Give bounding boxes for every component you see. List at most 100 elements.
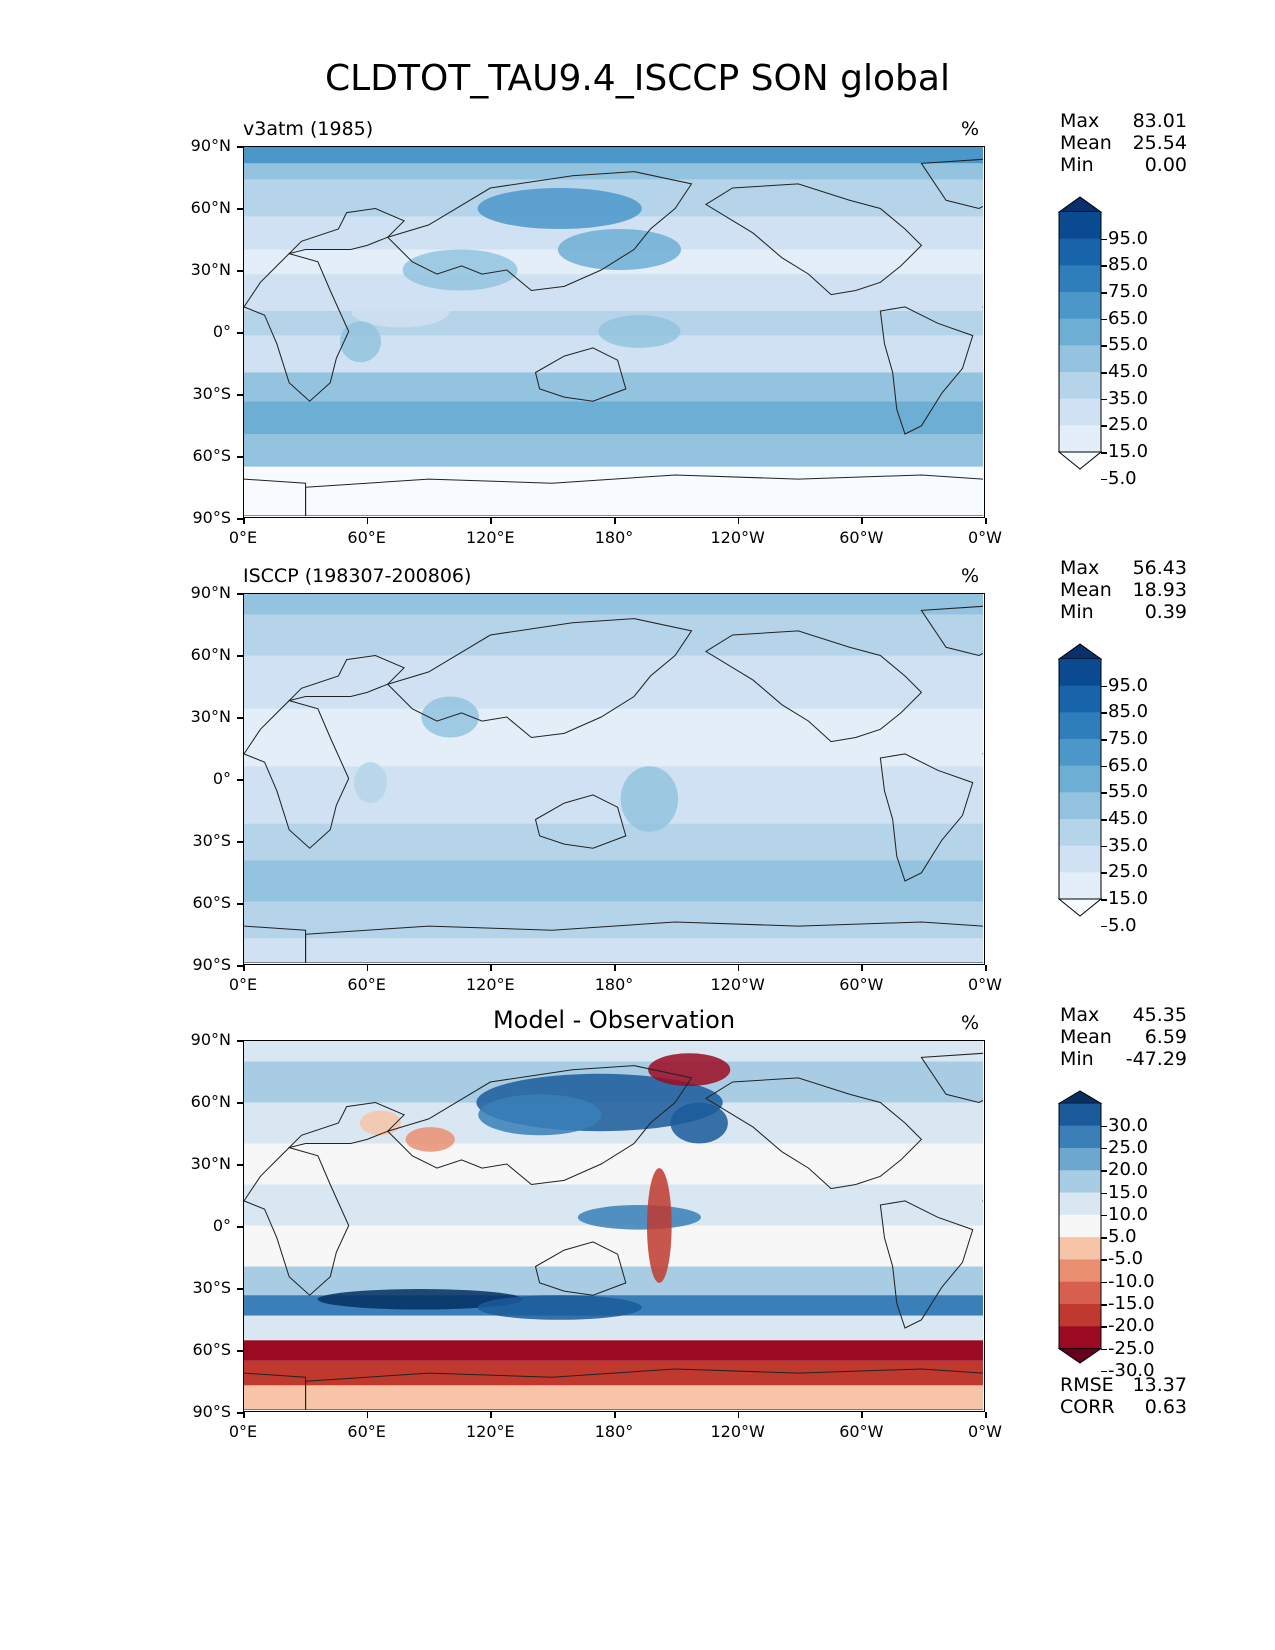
stat-row: Max 45.35 (1060, 1004, 1187, 1026)
stat-value: 83.01 (1132, 110, 1187, 132)
stat-value: 25.54 (1132, 132, 1187, 154)
stat-value: 0.63 (1144, 1396, 1187, 1418)
x-tick-mark (737, 965, 740, 971)
colorbar-tick (1101, 452, 1107, 454)
y-tick-label: 90°N (190, 583, 231, 602)
x-tick-mark (737, 518, 740, 524)
y-tick-label: 90°S (192, 508, 231, 527)
x-tick-label: 60°E (347, 975, 386, 994)
colorbar-tick-label: 65.0 (1108, 307, 1149, 329)
colorbar-tick-label: 30.0 (1108, 1114, 1149, 1136)
x-tick-label: 180° (594, 528, 634, 547)
stat-label: Min (1060, 1048, 1094, 1070)
colorbar (1058, 643, 1102, 917)
y-tick-label: 60°S (192, 446, 231, 465)
stat-row: Min -47.29 (1060, 1048, 1187, 1070)
colorbar-tick (1101, 1237, 1107, 1239)
colorbar-tick (1101, 819, 1107, 821)
x-tick-label: 120°E (466, 528, 515, 547)
colorbar-tick-label: 55.0 (1108, 334, 1149, 356)
colorbar-tick (1101, 765, 1107, 768)
stat-row: CORR 0.63 (1060, 1396, 1187, 1418)
x-tick-mark (985, 1412, 987, 1418)
colorbar-tick (1101, 1192, 1107, 1195)
y-tick-mark (237, 208, 243, 210)
stat-label: RMSE (1060, 1374, 1114, 1396)
colorbar-tick-label: 25.0 (1108, 414, 1149, 436)
x-tick-label: 60°E (347, 1422, 386, 1441)
y-tick-label: 90°N (190, 1030, 231, 1049)
x-tick-label: 0°W (968, 975, 1002, 994)
stat-label: Min (1060, 601, 1094, 623)
colorbar-tick (1101, 925, 1107, 928)
error-stats-box: RMSE 13.37 CORR 0.63 (1060, 1374, 1187, 1418)
colorbar-tick (1101, 845, 1107, 848)
colorbar-tick-label: 20.0 (1108, 1159, 1149, 1181)
x-tick-mark (985, 518, 987, 524)
colorbar-tick-label: 15.0 (1108, 888, 1149, 909)
stat-value: 6.59 (1144, 1026, 1187, 1048)
y-tick-mark (237, 146, 243, 148)
x-tick-label: 60°W (839, 975, 884, 994)
colorbar-tick-label: 45.0 (1108, 361, 1149, 382)
colorbar-tick-label: 85.0 (1108, 701, 1149, 723)
x-tick-label: 0°W (968, 1422, 1002, 1441)
y-tick-mark (237, 456, 243, 458)
map-field (244, 1041, 983, 1410)
colorbar-tick-label: 75.0 (1108, 281, 1149, 302)
colorbar-tick-label: 15.0 (1108, 1181, 1149, 1203)
y-tick-mark (237, 1350, 243, 1352)
y-tick-label: 0° (212, 1216, 231, 1235)
figure-title: CLDTOT_TAU9.4_ISCCP SON global (325, 58, 950, 99)
panel-title: v3atm (1985) (243, 118, 374, 140)
stat-label: Min (1060, 154, 1094, 176)
colorbar-tick (1101, 398, 1107, 401)
colorbar-tick (1101, 1147, 1107, 1150)
x-tick-label: 0°W (968, 528, 1002, 547)
y-tick-mark (237, 1040, 243, 1042)
colorbar (1058, 196, 1102, 470)
stat-label: Mean (1060, 132, 1112, 154)
x-tick-label: 120°W (710, 1422, 765, 1441)
y-tick-label: 60°N (190, 198, 231, 217)
stat-row: Min 0.39 (1060, 601, 1187, 623)
colorbar-tick (1101, 425, 1107, 427)
stat-value: 0.00 (1144, 154, 1187, 176)
colorbar-tick (1101, 372, 1107, 374)
colorbar-tick-label: -10.0 (1108, 1270, 1155, 1292)
colorbar-tick (1101, 872, 1107, 874)
y-tick-mark (237, 1288, 243, 1290)
colorbar-tick-label: 5.0 (1108, 467, 1137, 489)
stat-row: Mean 25.54 (1060, 132, 1187, 154)
colorbar-tick (1101, 1259, 1107, 1261)
y-tick-mark (237, 518, 243, 520)
colorbar-tick (1101, 1281, 1107, 1284)
colorbar-tick (1101, 292, 1107, 294)
x-tick-mark (861, 518, 863, 524)
y-tick-label: 60°N (190, 1092, 231, 1111)
y-tick-mark (237, 270, 243, 272)
x-tick-mark (614, 518, 616, 524)
colorbar-tick (1101, 1326, 1107, 1328)
stat-row: Mean 18.93 (1060, 579, 1187, 601)
stat-row: Max 56.43 (1060, 557, 1187, 579)
stat-row: RMSE 13.37 (1060, 1374, 1187, 1396)
y-tick-mark (237, 1102, 243, 1104)
colorbar-tick (1101, 1170, 1107, 1172)
y-tick-label: 60°S (192, 893, 231, 912)
map-panel (243, 146, 985, 518)
x-tick-label: 180° (594, 1422, 634, 1441)
x-tick-mark (985, 965, 987, 971)
colorbar-tick (1101, 685, 1107, 688)
colorbar (1058, 1090, 1102, 1364)
y-tick-label: 30°N (190, 1154, 231, 1173)
x-tick-mark (861, 965, 863, 971)
colorbar-tick-label: -30.0 (1108, 1359, 1155, 1381)
coastlines (244, 158, 983, 516)
x-tick-mark (366, 518, 369, 524)
colorbar-tick (1101, 318, 1107, 321)
y-tick-mark (237, 1412, 243, 1414)
units-label: % (961, 565, 980, 587)
colorbar-tick-label: 55.0 (1108, 781, 1149, 803)
colorbar-tick (1101, 792, 1107, 794)
